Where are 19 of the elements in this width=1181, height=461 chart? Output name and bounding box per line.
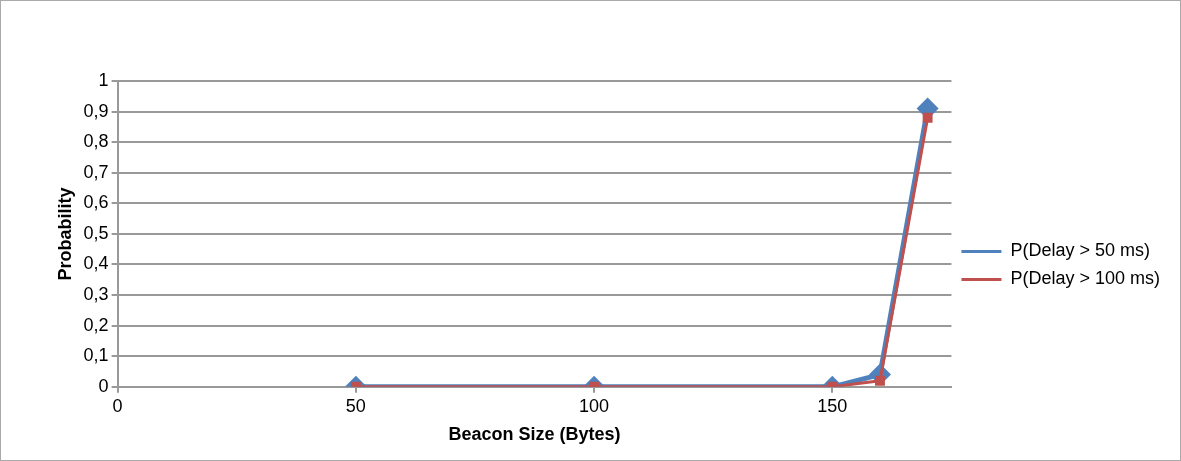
y-tick-label: 0,9 (83, 100, 109, 121)
y-tick-label: 0,6 (83, 192, 109, 213)
y-tick-label: 0,3 (83, 284, 109, 305)
y-tick-label: 1 (98, 69, 109, 90)
x-tick-label: 100 (579, 395, 610, 416)
x-tick-label: 50 (345, 395, 366, 416)
y-tick-label: 0,8 (83, 131, 109, 152)
y-tick-label: 0,5 (83, 222, 109, 243)
y-tick-label: 0 (98, 375, 109, 396)
x-tick-label: 0 (112, 395, 123, 416)
y-tick-label: 0,1 (83, 345, 109, 366)
legend-label: P(Delay > 100 ms) (1010, 268, 1161, 289)
y-axis-title: Probability (54, 187, 75, 281)
x-tick-label: 150 (817, 395, 848, 416)
x-axis-title: Beacon Size (Bytes) (448, 424, 621, 445)
y-tick-label: 0,2 (83, 314, 109, 335)
y-tick-label: 0,4 (83, 253, 109, 274)
legend-label: P(Delay > 50 ms) (1010, 240, 1150, 261)
y-tick-label: 0,7 (83, 161, 109, 182)
